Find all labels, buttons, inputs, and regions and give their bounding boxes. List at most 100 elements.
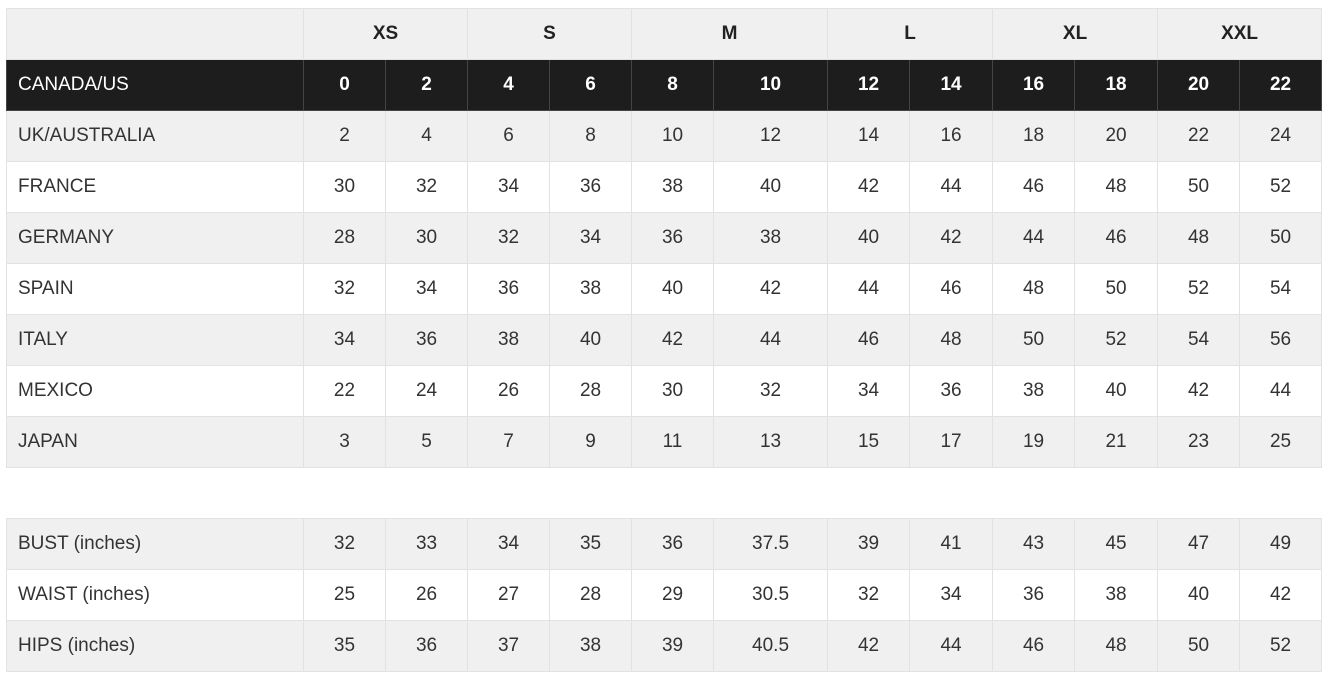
size-value: 38 — [713, 212, 829, 264]
size-value: 3 — [303, 416, 386, 468]
size-value: 50 — [1074, 263, 1159, 315]
size-value: 34 — [909, 569, 994, 621]
size-value: 34 — [549, 212, 633, 264]
size-value: 44 — [1239, 365, 1323, 417]
size-value: 54 — [1157, 314, 1241, 366]
row-label: FRANCE — [6, 161, 304, 213]
size-value: 40 — [549, 314, 633, 366]
row-label: UK/AUSTRALIA — [6, 110, 304, 162]
size-value: 21 — [1074, 416, 1159, 468]
size-value: 48 — [992, 263, 1076, 315]
size-value: 42 — [1239, 569, 1323, 621]
size-value: 12 — [827, 59, 911, 111]
size-value: 6 — [467, 110, 551, 162]
size-row: JAPAN 3 5 7 9 11 13 15 17 19 21 23 25 — [6, 416, 1323, 468]
size-value: 44 — [909, 161, 994, 213]
size-value: 22 — [303, 365, 386, 417]
size-value: 44 — [992, 212, 1076, 264]
size-value: 11 — [631, 416, 715, 468]
size-row: ITALY 34 36 38 40 42 44 46 48 50 52 54 56 — [6, 314, 1323, 366]
size-value: 50 — [992, 314, 1076, 366]
size-value: 25 — [1239, 416, 1323, 468]
size-value: 27 — [467, 569, 551, 621]
spacer-cell — [6, 467, 1322, 519]
size-value: 36 — [631, 212, 715, 264]
size-group-row: XS S M L XL XXL — [6, 8, 1323, 60]
size-row: MEXICO 22 24 26 28 30 32 34 36 38 40 42 44 — [6, 365, 1323, 417]
size-value: 43 — [992, 518, 1076, 570]
size-value: 34 — [467, 161, 551, 213]
size-value: 47 — [1157, 518, 1241, 570]
size-value: 2 — [384, 59, 469, 111]
size-value: 10 — [713, 59, 829, 111]
size-value: 23 — [1157, 416, 1241, 468]
size-value: 38 — [549, 263, 633, 315]
size-value: 52 — [1239, 620, 1323, 672]
size-value: 34 — [303, 314, 386, 366]
size-group: XL — [992, 8, 1159, 60]
size-value: 30 — [384, 212, 469, 264]
size-value: 44 — [909, 620, 994, 672]
size-value: 22 — [1157, 110, 1241, 162]
size-value: 52 — [1074, 314, 1159, 366]
size-value: 39 — [827, 518, 911, 570]
size-value: 33 — [384, 518, 469, 570]
size-value: 32 — [303, 518, 386, 570]
size-value: 52 — [1157, 263, 1241, 315]
size-value: 14 — [909, 59, 994, 111]
corner-cell — [6, 8, 304, 60]
size-value: 42 — [827, 620, 911, 672]
size-value: 17 — [909, 416, 994, 468]
size-value: 22 — [1239, 59, 1323, 111]
size-value: 36 — [909, 365, 994, 417]
size-value: 18 — [1074, 59, 1159, 111]
size-value: 25 — [303, 569, 386, 621]
size-value: 35 — [549, 518, 633, 570]
size-row: BUST (inches) 32 33 34 35 36 37.5 39 41 43 45 47 49 — [6, 518, 1323, 570]
row-label: WAIST (inches) — [6, 569, 304, 621]
size-value: 30 — [303, 161, 386, 213]
size-row: SPAIN 32 34 36 38 40 42 44 46 48 50 52 54 — [6, 263, 1323, 315]
size-value: 34 — [467, 518, 551, 570]
size-value: 29 — [631, 569, 715, 621]
size-value: 37 — [467, 620, 551, 672]
size-value: 34 — [827, 365, 911, 417]
size-value: 20 — [1157, 59, 1241, 111]
size-value: 46 — [827, 314, 911, 366]
header-row: CANADA/US 0 2 4 6 8 10 12 14 16 18 20 22 — [6, 59, 1323, 111]
size-value: 36 — [992, 569, 1076, 621]
size-value: 56 — [1239, 314, 1323, 366]
size-value: 36 — [631, 518, 715, 570]
row-label: GERMANY — [6, 212, 304, 264]
size-value: 12 — [713, 110, 829, 162]
row-label: HIPS (inches) — [6, 620, 304, 672]
size-value: 9 — [549, 416, 633, 468]
size-value: 28 — [549, 569, 633, 621]
size-group: XXL — [1157, 8, 1323, 60]
size-value: 40 — [1157, 569, 1241, 621]
size-value: 38 — [549, 620, 633, 672]
size-row: GERMANY 28 30 32 34 36 38 40 42 44 46 48 50 — [6, 212, 1323, 264]
size-value: 0 — [303, 59, 386, 111]
size-value: 40 — [631, 263, 715, 315]
size-value: 8 — [549, 110, 633, 162]
size-value: 30.5 — [713, 569, 829, 621]
size-value: 50 — [1157, 620, 1241, 672]
size-value: 32 — [713, 365, 829, 417]
size-value: 16 — [909, 110, 994, 162]
size-value: 42 — [909, 212, 994, 264]
size-value: 42 — [631, 314, 715, 366]
row-label: CANADA/US — [6, 59, 304, 111]
size-value: 46 — [992, 161, 1076, 213]
size-value: 36 — [384, 314, 469, 366]
size-value: 40.5 — [713, 620, 829, 672]
size-value: 48 — [1074, 161, 1159, 213]
size-value: 38 — [631, 161, 715, 213]
size-value: 35 — [303, 620, 386, 672]
size-value: 45 — [1074, 518, 1159, 570]
size-value: 32 — [467, 212, 551, 264]
size-group: M — [631, 8, 829, 60]
size-value: 36 — [467, 263, 551, 315]
size-table: XS S M L XL XXL CANADA/US 0 2 4 6 8 10 12 14 16 18 20 22 UK… — [6, 8, 1323, 672]
size-value: 14 — [827, 110, 911, 162]
